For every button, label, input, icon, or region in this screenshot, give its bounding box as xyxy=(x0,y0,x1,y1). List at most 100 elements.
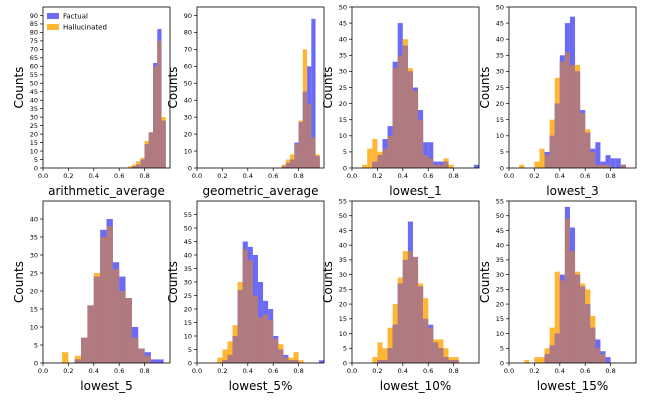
x-tick-label: 0.0 xyxy=(192,367,202,375)
y-tick-label: 20 xyxy=(339,100,347,108)
x-axis-label: arithmetic_average xyxy=(48,184,165,198)
bar-hallucinated xyxy=(448,164,454,168)
y-tick-label: 5 xyxy=(343,345,347,353)
y-tick-label: 70 xyxy=(30,46,38,54)
y-tick-label: 15 xyxy=(184,319,192,327)
bar-overlap xyxy=(575,274,581,363)
x-tick-label: 0.2 xyxy=(529,172,539,180)
bar-factual xyxy=(610,158,616,168)
bar-overlap xyxy=(580,113,586,168)
y-tick-label: 35 xyxy=(30,233,38,241)
y-tick-label: 30 xyxy=(30,113,38,121)
bar-overlap xyxy=(418,286,424,363)
legend: Factual Hallucinated xyxy=(47,13,107,32)
y-tick-label: 35 xyxy=(30,105,38,113)
y-tick-label: 90 xyxy=(184,12,192,20)
y-axis-label: Counts xyxy=(166,261,180,303)
bar-overlap xyxy=(252,295,258,363)
x-axis-label: lowest_15% xyxy=(537,379,609,393)
y-tick-label: 0 xyxy=(343,359,347,367)
bar-overlap xyxy=(93,276,101,363)
bar-hallucinated xyxy=(217,357,223,363)
x-tick-label: 0.6 xyxy=(114,172,124,180)
y-tick-label: 20 xyxy=(30,130,38,138)
bar-overlap xyxy=(438,348,444,363)
x-tick-label: 0.6 xyxy=(268,172,278,180)
bar-overlap xyxy=(247,260,253,363)
y-tick-label: 10 xyxy=(30,147,38,155)
y-tick-label: 80 xyxy=(184,29,192,37)
bar-overlap xyxy=(81,337,88,363)
legend-swatch xyxy=(47,13,59,19)
bar-overlap xyxy=(106,226,113,363)
bar-factual xyxy=(605,357,611,363)
bar-overlap xyxy=(554,333,560,363)
bar-overlap xyxy=(74,359,82,363)
y-tick-label: 5 xyxy=(500,345,504,353)
y-tick-label: 50 xyxy=(496,212,504,220)
bar-overlap xyxy=(140,159,145,168)
y-tick-label: 40 xyxy=(339,241,347,249)
bar-overlap xyxy=(119,291,126,363)
x-tick-label: 0.8 xyxy=(605,367,615,375)
y-axis-label: Counts xyxy=(12,261,26,303)
bar-hallucinated xyxy=(127,166,132,168)
y-tick-label: 40 xyxy=(339,36,347,44)
x-tick-label: 0.6 xyxy=(423,367,433,375)
x-tick-label: 0.4 xyxy=(243,172,253,180)
x-tick-label: 0.2 xyxy=(217,172,227,180)
bar-overlap xyxy=(131,166,137,168)
y-tick-label: 20 xyxy=(339,300,347,308)
bar-overlap xyxy=(138,348,145,363)
y-tick-label: 50 xyxy=(184,224,192,232)
bar-hallucinated xyxy=(293,352,299,363)
bar-overlap xyxy=(285,162,291,168)
legend-label: Factual xyxy=(63,13,88,21)
y-tick-label: 70 xyxy=(184,46,192,54)
y-tick-label: 30 xyxy=(184,113,192,121)
bar-overlap xyxy=(428,327,434,363)
bar-overlap xyxy=(438,164,444,168)
bar-overlap xyxy=(412,256,419,363)
bar-overlap xyxy=(453,360,459,363)
y-tick-label: 5 xyxy=(343,148,347,156)
x-axis-label: lowest_1 xyxy=(389,184,441,198)
x-tick-label: 0.2 xyxy=(529,367,539,375)
bar-hallucinated xyxy=(534,357,540,363)
bar-overlap xyxy=(443,357,449,363)
x-tick-label: 0.4 xyxy=(555,367,565,375)
bar-hallucinated xyxy=(534,161,540,168)
x-tick-label: 0.4 xyxy=(89,172,99,180)
y-tick-label: 0 xyxy=(500,164,504,172)
y-axis-label: Counts xyxy=(321,261,335,303)
x-tick-label: 0.6 xyxy=(423,172,433,180)
bar-overlap xyxy=(153,66,158,168)
bar-overlap xyxy=(569,64,576,168)
bar-overlap xyxy=(423,155,429,168)
bar-overlap xyxy=(397,55,403,168)
y-tick-label: 35 xyxy=(339,256,347,264)
bar-overlap xyxy=(407,71,413,168)
y-tick-label: 20 xyxy=(184,130,192,138)
y-tick-label: 10 xyxy=(30,323,38,331)
y-tick-label: 45 xyxy=(30,88,38,96)
bar-overlap xyxy=(382,360,388,363)
y-tick-label: 50 xyxy=(184,80,192,88)
x-tick-label: 0.2 xyxy=(63,172,73,180)
y-tick-label: 35 xyxy=(496,256,504,264)
y-tick-label: 0 xyxy=(343,164,347,172)
bar-factual xyxy=(595,142,601,168)
bar-overlap xyxy=(144,144,149,168)
y-tick-label: 75 xyxy=(30,37,38,45)
y-tick-label: 25 xyxy=(339,84,347,92)
y-tick-label: 40 xyxy=(496,241,504,249)
axes-frame xyxy=(351,200,480,364)
bar-overlap xyxy=(392,68,398,168)
bar-overlap xyxy=(428,158,434,168)
bar-overlap xyxy=(148,132,154,168)
x-tick-label: 0.8 xyxy=(293,172,303,180)
x-tick-label: 0.2 xyxy=(217,367,227,375)
bar-hallucinated xyxy=(539,357,545,363)
bar-hallucinated xyxy=(554,271,560,363)
